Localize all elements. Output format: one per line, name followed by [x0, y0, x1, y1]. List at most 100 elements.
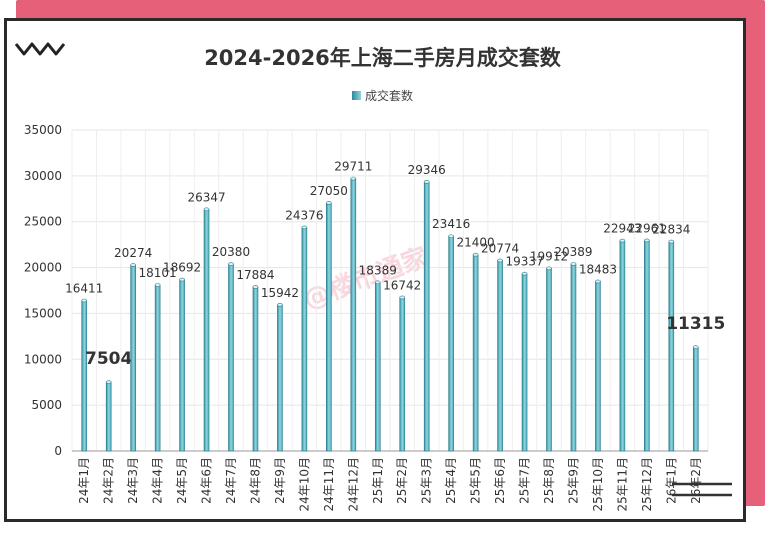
data-label: 20380 — [212, 245, 250, 259]
chart-title: 2024-2026年上海二手房月成交套数 — [204, 46, 561, 70]
bar — [252, 286, 259, 452]
x-tick-label: 25年8月 — [542, 457, 556, 504]
bar-top — [497, 258, 503, 263]
bar — [521, 273, 528, 452]
data-label: 26347 — [187, 190, 225, 204]
bar-top — [350, 176, 357, 181]
x-tick-label: 24年9月 — [273, 457, 287, 504]
data-label: 16742 — [383, 278, 421, 292]
bar-top — [399, 295, 406, 300]
x-tick-label: 25年7月 — [518, 457, 532, 504]
data-label-highlight: 11315 — [666, 314, 725, 334]
data-label: 18389 — [359, 263, 397, 277]
x-tick-label: 26年2月 — [689, 457, 703, 504]
bar — [81, 300, 88, 452]
y-tick-label: 10000 — [24, 352, 62, 366]
y-tick-label: 25000 — [24, 215, 62, 229]
bar-top — [668, 239, 675, 244]
y-tick-label: 0 — [54, 444, 62, 458]
legend: 成交套数 — [352, 87, 413, 104]
x-tick-label: 25年5月 — [469, 457, 483, 504]
x-tick-label: 24年1月 — [77, 457, 91, 504]
bar-top — [81, 298, 88, 303]
bar — [595, 281, 601, 452]
bar — [448, 235, 454, 452]
bar-top — [423, 180, 430, 184]
y-tick-label: 5000 — [31, 398, 62, 412]
bar — [644, 240, 650, 452]
bar — [326, 202, 332, 452]
data-label: 15942 — [261, 286, 299, 300]
data-label-highlight: 7504 — [85, 349, 132, 369]
bar-top — [448, 234, 454, 239]
data-label: 22943 — [603, 222, 641, 236]
x-tick-label: 25年6月 — [493, 457, 507, 504]
x-tick-label: 25年3月 — [420, 457, 434, 504]
bar — [374, 282, 381, 452]
x-tick-label: 25年11月 — [615, 457, 629, 512]
x-tick-label: 26年1月 — [664, 457, 678, 504]
x-tick-label: 25年12月 — [640, 457, 654, 512]
data-label: 24376 — [285, 208, 323, 222]
data-label: 21400 — [457, 236, 495, 250]
x-tick-label: 25年2月 — [395, 457, 409, 504]
legend-label: 成交套数 — [365, 89, 414, 103]
y-tick-label: 35000 — [24, 123, 62, 137]
x-tick-label: 24年2月 — [102, 457, 116, 504]
y-tick-label: 15000 — [24, 306, 62, 320]
bar-top — [277, 302, 283, 307]
bar-top — [130, 263, 136, 267]
x-tick-label: 24年5月 — [175, 457, 189, 504]
bar — [203, 209, 210, 452]
bar — [570, 263, 577, 452]
x-tick-label: 24年7月 — [224, 457, 238, 504]
bar-top — [105, 380, 112, 384]
bar-top — [472, 252, 479, 257]
menu-icon[interactable] — [668, 480, 736, 500]
x-tick-label: 24年12月 — [346, 457, 360, 512]
bar — [619, 240, 626, 452]
bar — [692, 346, 699, 452]
data-label: 18101 — [139, 266, 177, 280]
data-label: 20389 — [554, 245, 592, 259]
bar — [301, 227, 308, 452]
x-tick-label: 25年1月 — [371, 457, 385, 504]
data-label: 19912 — [530, 249, 568, 263]
data-label: 23416 — [432, 217, 470, 231]
bar — [350, 178, 357, 452]
data-label: 22961 — [628, 221, 666, 235]
bar-top — [619, 238, 626, 243]
data-label: 20774 — [481, 241, 519, 255]
bar-top — [179, 277, 185, 282]
x-tick-label: 24年6月 — [200, 457, 214, 504]
bar-top — [374, 280, 381, 285]
bar — [472, 254, 479, 452]
bar-top — [521, 271, 528, 276]
bar-top — [595, 279, 601, 284]
bar — [179, 279, 185, 452]
bar — [105, 381, 112, 452]
bar — [277, 304, 283, 452]
bar — [228, 263, 234, 452]
data-label: 20274 — [114, 246, 152, 260]
bar-top — [252, 285, 259, 289]
bar-top — [546, 266, 552, 271]
bar-top — [570, 262, 577, 266]
bar — [423, 181, 430, 452]
x-tick-label: 24年10月 — [297, 457, 311, 512]
bar-top — [301, 225, 308, 230]
bar-top — [326, 201, 332, 205]
data-label: 16411 — [65, 281, 103, 295]
wave-icon — [14, 42, 66, 56]
bar-top — [154, 283, 161, 287]
x-tick-label: 24年8月 — [248, 457, 262, 504]
x-tick-label: 24年3月 — [126, 457, 140, 504]
x-tick-label: 24年11月 — [322, 457, 336, 512]
data-label: 22834 — [652, 223, 690, 237]
data-label: 18483 — [579, 262, 617, 276]
bar-top — [228, 262, 234, 266]
legend-swatch — [352, 91, 361, 100]
x-tick-label: 25年10月 — [591, 457, 605, 512]
x-tick-label: 25年9月 — [566, 457, 580, 504]
